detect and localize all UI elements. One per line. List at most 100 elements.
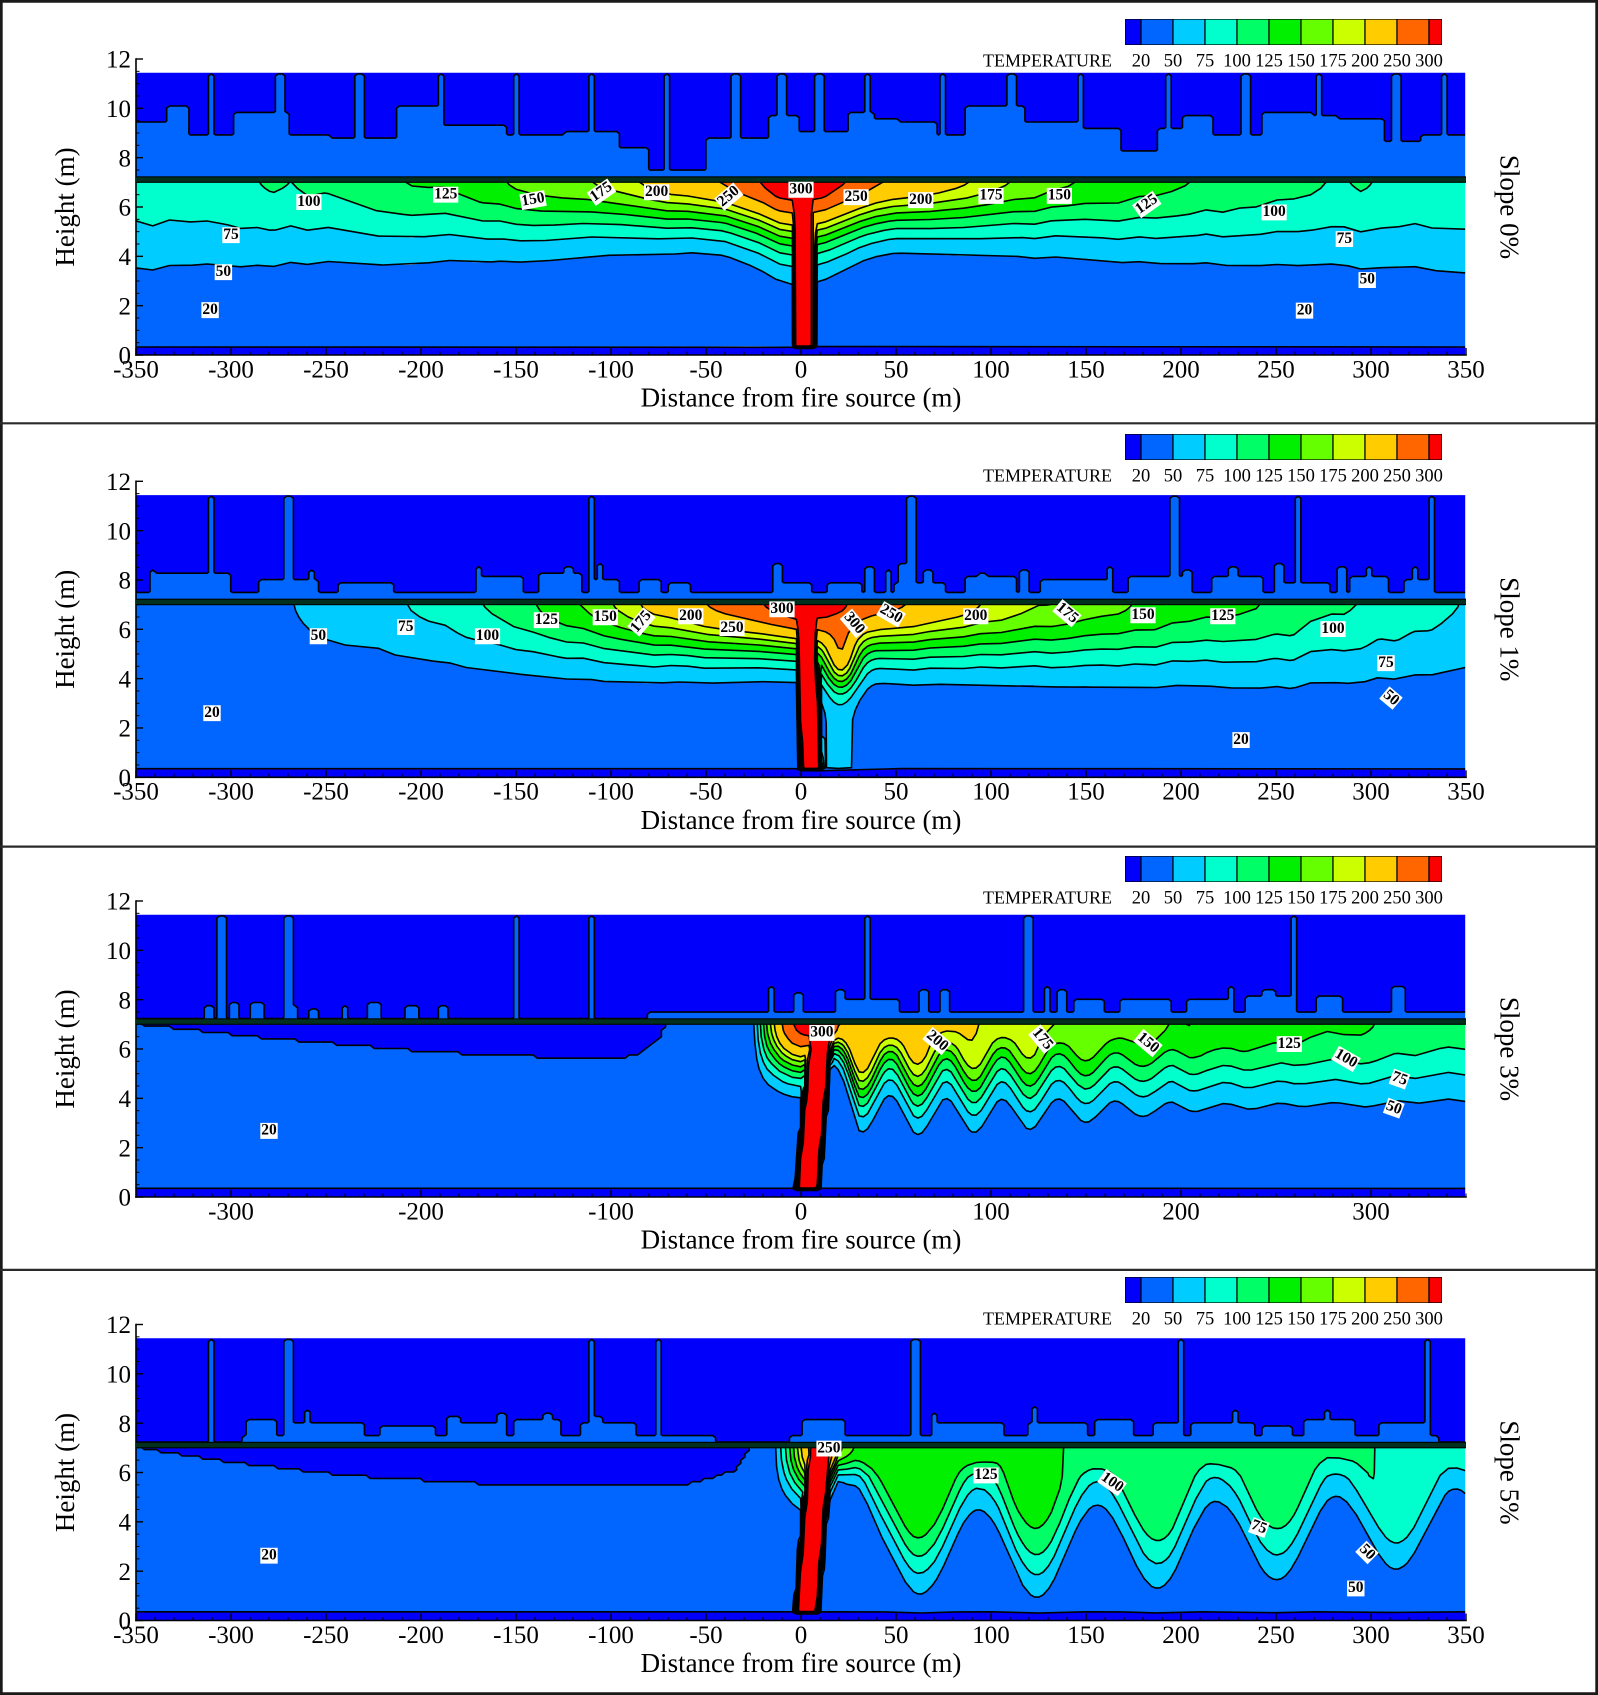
svg-text:125: 125 bbox=[1255, 888, 1283, 908]
svg-text:6: 6 bbox=[119, 617, 132, 644]
svg-text:300: 300 bbox=[770, 600, 794, 617]
svg-text:150: 150 bbox=[1067, 779, 1105, 806]
svg-text:4: 4 bbox=[119, 666, 132, 693]
svg-text:150: 150 bbox=[1287, 466, 1315, 486]
svg-text:20: 20 bbox=[1132, 466, 1151, 486]
svg-text:50: 50 bbox=[1164, 51, 1183, 71]
svg-text:-200: -200 bbox=[398, 779, 444, 806]
svg-text:-200: -200 bbox=[398, 356, 444, 383]
svg-text:175: 175 bbox=[1319, 1309, 1347, 1329]
svg-text:125: 125 bbox=[1255, 1309, 1283, 1329]
svg-text:TEMPERATURE: TEMPERATURE bbox=[983, 887, 1112, 907]
svg-text:350: 350 bbox=[1447, 1622, 1485, 1649]
svg-text:100: 100 bbox=[1223, 888, 1251, 908]
svg-text:175: 175 bbox=[1319, 51, 1347, 71]
svg-text:10: 10 bbox=[106, 518, 131, 545]
svg-text:200: 200 bbox=[679, 607, 703, 624]
svg-text:50: 50 bbox=[1164, 1309, 1183, 1329]
svg-text:8: 8 bbox=[119, 987, 132, 1014]
svg-text:75: 75 bbox=[398, 618, 414, 635]
svg-text:300: 300 bbox=[789, 180, 813, 197]
svg-text:75: 75 bbox=[1249, 1516, 1270, 1537]
svg-text:75: 75 bbox=[1337, 230, 1353, 247]
svg-text:200: 200 bbox=[1162, 1622, 1200, 1649]
svg-text:75: 75 bbox=[1390, 1068, 1411, 1089]
svg-text:125: 125 bbox=[1255, 466, 1283, 486]
svg-text:12: 12 bbox=[106, 1312, 131, 1339]
svg-text:150: 150 bbox=[1287, 1309, 1315, 1329]
svg-text:125: 125 bbox=[535, 611, 559, 628]
svg-text:4: 4 bbox=[119, 244, 132, 271]
svg-text:75: 75 bbox=[1378, 654, 1394, 671]
svg-text:0: 0 bbox=[119, 1185, 132, 1212]
svg-text:75: 75 bbox=[223, 226, 239, 243]
svg-text:50: 50 bbox=[1384, 1097, 1405, 1118]
svg-text:150: 150 bbox=[1131, 606, 1155, 623]
svg-text:50: 50 bbox=[884, 356, 909, 383]
svg-text:10: 10 bbox=[106, 1362, 131, 1389]
svg-text:200: 200 bbox=[964, 607, 988, 624]
svg-text:Slope 5%: Slope 5% bbox=[1495, 1420, 1525, 1524]
svg-text:8: 8 bbox=[119, 1411, 132, 1438]
svg-text:-50: -50 bbox=[689, 356, 722, 383]
svg-text:0: 0 bbox=[795, 1198, 808, 1225]
svg-text:0: 0 bbox=[795, 779, 808, 806]
svg-text:-350: -350 bbox=[113, 356, 159, 383]
svg-text:6: 6 bbox=[119, 195, 132, 222]
svg-text:Slope 3%: Slope 3% bbox=[1495, 997, 1525, 1101]
svg-text:Distance from fire source (m): Distance from fire source (m) bbox=[641, 1225, 962, 1255]
svg-text:200: 200 bbox=[1162, 356, 1200, 383]
svg-text:300: 300 bbox=[1415, 466, 1443, 486]
svg-text:300: 300 bbox=[1352, 1622, 1390, 1649]
svg-text:-150: -150 bbox=[493, 779, 539, 806]
svg-text:100: 100 bbox=[972, 779, 1010, 806]
svg-text:100: 100 bbox=[476, 627, 500, 644]
svg-text:-100: -100 bbox=[588, 1198, 634, 1225]
svg-text:Height (m): Height (m) bbox=[50, 147, 80, 266]
svg-text:250: 250 bbox=[844, 188, 868, 205]
svg-text:6: 6 bbox=[119, 1460, 132, 1487]
svg-text:250: 250 bbox=[1257, 779, 1295, 806]
svg-text:75: 75 bbox=[1196, 888, 1215, 908]
svg-text:8: 8 bbox=[119, 568, 132, 595]
svg-text:100: 100 bbox=[297, 193, 321, 210]
svg-text:100: 100 bbox=[1223, 466, 1251, 486]
svg-text:12: 12 bbox=[106, 469, 131, 496]
svg-text:20: 20 bbox=[204, 704, 220, 721]
svg-text:200: 200 bbox=[1162, 779, 1200, 806]
svg-text:50: 50 bbox=[1359, 271, 1375, 288]
svg-text:150: 150 bbox=[594, 608, 618, 625]
svg-text:Height (m): Height (m) bbox=[50, 570, 80, 689]
svg-text:-250: -250 bbox=[303, 779, 349, 806]
svg-text:10: 10 bbox=[106, 938, 131, 965]
svg-text:175: 175 bbox=[979, 187, 1003, 204]
svg-text:8: 8 bbox=[119, 145, 132, 172]
svg-text:Height (m): Height (m) bbox=[50, 1413, 80, 1532]
svg-text:4: 4 bbox=[119, 1510, 132, 1537]
svg-text:300: 300 bbox=[1415, 1309, 1443, 1329]
svg-text:TEMPERATURE: TEMPERATURE bbox=[983, 50, 1112, 70]
svg-text:350: 350 bbox=[1447, 356, 1485, 383]
svg-text:100: 100 bbox=[972, 356, 1010, 383]
svg-text:20: 20 bbox=[261, 1122, 277, 1139]
svg-text:300: 300 bbox=[1352, 356, 1390, 383]
svg-text:12: 12 bbox=[106, 47, 131, 74]
svg-text:250: 250 bbox=[1383, 1309, 1411, 1329]
svg-text:50: 50 bbox=[884, 1622, 909, 1649]
svg-text:200: 200 bbox=[1162, 1198, 1200, 1225]
svg-text:250: 250 bbox=[1257, 1622, 1295, 1649]
svg-text:200: 200 bbox=[1351, 1309, 1379, 1329]
svg-text:-250: -250 bbox=[303, 356, 349, 383]
svg-text:50: 50 bbox=[884, 779, 909, 806]
svg-text:-300: -300 bbox=[208, 1198, 254, 1225]
svg-text:175: 175 bbox=[1319, 466, 1347, 486]
svg-text:250: 250 bbox=[1257, 356, 1295, 383]
svg-text:12: 12 bbox=[106, 889, 131, 916]
svg-text:20: 20 bbox=[1297, 301, 1313, 318]
svg-text:100: 100 bbox=[1223, 1309, 1251, 1329]
svg-text:-50: -50 bbox=[689, 779, 722, 806]
svg-text:-200: -200 bbox=[398, 1622, 444, 1649]
svg-text:-300: -300 bbox=[208, 1622, 254, 1649]
svg-text:2: 2 bbox=[119, 716, 132, 743]
svg-text:20: 20 bbox=[1132, 1309, 1151, 1329]
